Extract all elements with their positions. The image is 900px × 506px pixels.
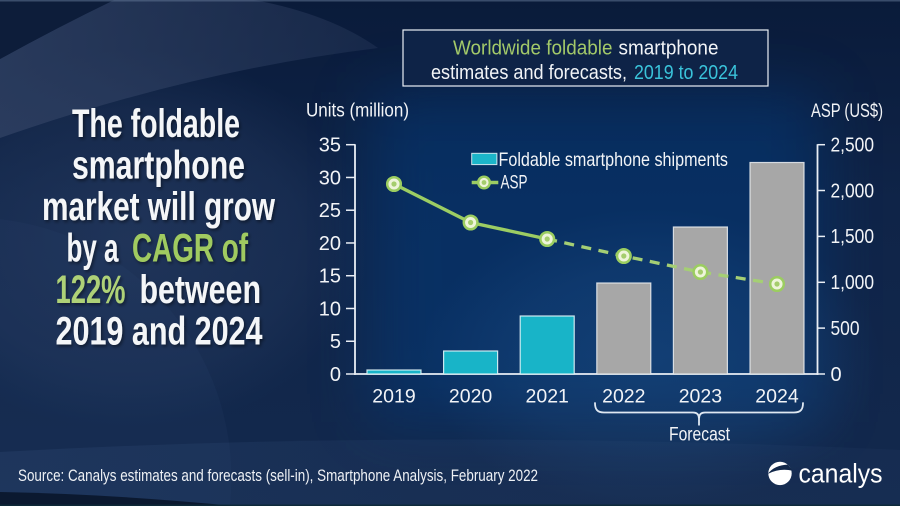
svg-text:Worldwide foldable: Worldwide foldable	[453, 38, 613, 60]
svg-text:estimates and forecasts,: estimates and forecasts,	[431, 62, 627, 84]
svg-text:2023: 2023	[679, 385, 722, 407]
svg-text:25: 25	[319, 200, 341, 222]
svg-text:2019 and 2024: 2019 and 2024	[56, 310, 264, 354]
svg-text:market will grow: market will grow	[42, 185, 276, 229]
svg-text:2019: 2019	[372, 385, 415, 407]
svg-text:Foldable smartphone shipments: Foldable smartphone shipments	[499, 149, 729, 171]
svg-text:2024: 2024	[755, 385, 799, 407]
svg-text:The foldable: The foldable	[72, 102, 240, 146]
svg-text:500: 500	[831, 318, 860, 340]
svg-text:35: 35	[319, 135, 341, 157]
svg-text:smartphone: smartphone	[619, 38, 719, 60]
svg-text:0: 0	[831, 364, 842, 386]
svg-text:CAGR of: CAGR of	[132, 227, 248, 271]
svg-text:between: between	[140, 268, 262, 312]
svg-text:2,500: 2,500	[831, 134, 875, 156]
svg-text:by a: by a	[67, 227, 119, 271]
svg-text:15: 15	[319, 266, 341, 288]
svg-text:smartphone: smartphone	[72, 144, 245, 188]
svg-text:Forecast: Forecast	[669, 424, 730, 446]
svg-text:30: 30	[319, 168, 341, 190]
svg-text:ASP (US$): ASP (US$)	[811, 100, 883, 122]
svg-text:2,000: 2,000	[831, 180, 875, 202]
svg-text:2019 to 2024: 2019 to 2024	[634, 62, 738, 84]
svg-text:canalys: canalys	[799, 459, 883, 489]
svg-text:122%: 122%	[56, 268, 126, 312]
svg-text:10: 10	[319, 299, 341, 321]
svg-text:1,500: 1,500	[831, 226, 875, 248]
svg-text:0: 0	[330, 364, 341, 386]
svg-text:Source: Canalys estimates and: Source: Canalys estimates and forecasts …	[18, 467, 538, 485]
svg-text:20: 20	[319, 233, 341, 255]
svg-text:5: 5	[330, 331, 341, 353]
svg-text:1,000: 1,000	[831, 272, 875, 294]
svg-text:2021: 2021	[526, 385, 569, 407]
svg-text:2022: 2022	[602, 385, 645, 407]
svg-text:ASP: ASP	[501, 171, 528, 193]
svg-text:Units (million): Units (million)	[306, 100, 409, 122]
svg-text:2020: 2020	[449, 385, 493, 407]
